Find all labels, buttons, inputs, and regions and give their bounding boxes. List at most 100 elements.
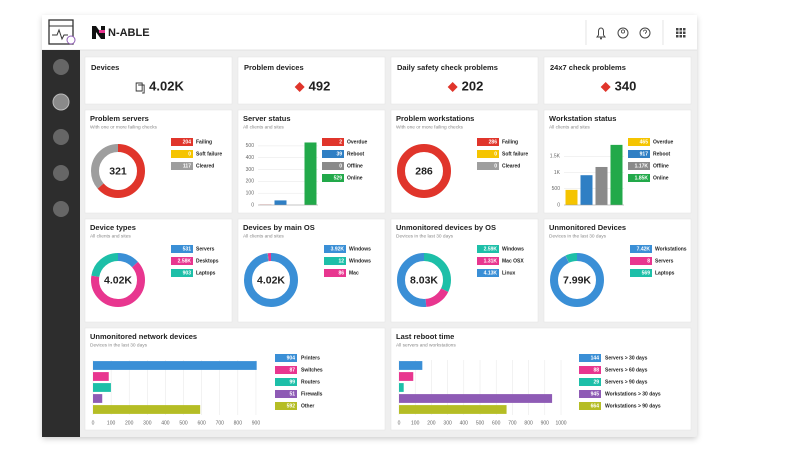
kpi-title: Problem devices <box>244 63 304 72</box>
donut-total: 8.03K <box>410 274 438 286</box>
card-title: Devices by main OS <box>243 223 315 232</box>
x-tick-label: 500 <box>476 420 485 426</box>
legend-value: 592 <box>287 404 296 410</box>
donut-total: 4.02K <box>257 274 285 286</box>
donut-total: 4.02K <box>104 274 132 286</box>
legend-label: Failing <box>502 140 518 146</box>
bar <box>595 166 608 205</box>
card-title: Problem workstations <box>396 114 474 123</box>
x-tick-label: 300 <box>143 420 152 426</box>
sidebar-nav <box>52 59 70 217</box>
alert-icon <box>447 82 458 92</box>
donut-segment <box>91 253 145 307</box>
legend-swatch <box>477 150 499 158</box>
bar <box>580 175 593 205</box>
legend-value: 144 <box>591 356 600 362</box>
legend-value: 2 <box>339 140 342 146</box>
donut-segment <box>91 144 145 198</box>
legend-swatch <box>322 162 344 170</box>
notifications-icon[interactable] <box>596 27 606 40</box>
y-tick-label: 300 <box>246 167 255 173</box>
bar <box>399 383 404 392</box>
legend-swatch <box>628 162 650 170</box>
legend-value: 117 <box>183 164 191 170</box>
legend-value: 531 <box>183 247 192 253</box>
legend-value: 1.31K <box>484 259 498 265</box>
legend-value: 8 <box>647 259 650 265</box>
x-tick-label: 700 <box>216 420 225 426</box>
legend-value: 99 <box>289 380 295 386</box>
legend-label: Reboot <box>347 152 365 158</box>
x-tick-label: 700 <box>508 420 517 426</box>
nav-item[interactable] <box>52 93 70 111</box>
bar <box>399 361 423 370</box>
bar <box>304 142 317 205</box>
alert-icon <box>600 82 611 92</box>
legend-value: 86 <box>338 271 344 277</box>
alert-icon <box>294 82 305 92</box>
x-tick-label: 0 <box>398 420 401 426</box>
card-subtitle: All clients and sites <box>243 124 284 130</box>
donut-segment <box>91 253 145 307</box>
legend-label: Mac OSX <box>502 259 524 265</box>
legend-value: 2.58K <box>178 259 192 265</box>
apps-dot <box>676 31 679 34</box>
legend-label: Desktops <box>196 259 219 265</box>
x-tick-label: 600 <box>492 420 501 426</box>
legend-value: 29 <box>593 380 599 386</box>
kpi-value: 4.02K <box>149 78 184 93</box>
donut-segment <box>550 253 604 307</box>
legend-label: Offline <box>653 164 669 170</box>
card <box>237 56 386 105</box>
legend-label: Servers > 90 days <box>605 380 648 386</box>
bar <box>399 372 414 381</box>
y-tick-label: 500 <box>552 186 561 192</box>
nav-item[interactable] <box>53 129 69 145</box>
legend-label: Laptops <box>655 271 675 277</box>
y-tick-label: 1.5K <box>550 154 561 160</box>
nav-item[interactable] <box>53 59 69 75</box>
legend-label: Printers <box>301 356 320 362</box>
legend-label: Workstations > 30 days <box>605 392 661 398</box>
apps-dot <box>676 28 679 31</box>
legend-swatch <box>171 138 193 146</box>
apps-icon[interactable] <box>676 28 686 38</box>
legend-label: Workstations > 90 days <box>605 404 661 410</box>
legend-value: 0 <box>188 152 191 158</box>
card-title: Workstation status <box>549 114 616 123</box>
legend-swatch <box>322 138 344 146</box>
legend-value: 569 <box>642 271 651 277</box>
y-tick-label: 200 <box>246 179 255 185</box>
legend-label: Servers <box>655 259 674 265</box>
card <box>84 56 233 105</box>
nav-item[interactable] <box>53 165 69 181</box>
card-subtitle: Devices in the last 30 days <box>549 233 607 239</box>
legend-label: Cleared <box>502 164 520 170</box>
legend-swatch <box>322 150 344 158</box>
legend-swatch <box>322 174 344 182</box>
legend-value: 1.17K <box>635 164 649 170</box>
bar <box>93 383 111 392</box>
legend-label: Failing <box>196 140 212 146</box>
legend-swatch <box>171 269 193 277</box>
legend-swatch <box>171 257 193 265</box>
x-tick-label: 100 <box>107 420 116 426</box>
legend-swatch <box>579 378 601 386</box>
y-tick-label: 400 <box>246 155 255 161</box>
user-icon[interactable] <box>617 27 629 39</box>
nav-item[interactable] <box>53 201 69 217</box>
help-icon[interactable] <box>639 27 651 39</box>
bar <box>93 361 257 370</box>
kpi-value: 202 <box>462 78 484 93</box>
logo[interactable]: N-ABLE <box>92 26 150 39</box>
card-subtitle: With one or more failing checks <box>396 124 464 130</box>
x-tick-label: 200 <box>125 420 134 426</box>
card-subtitle: Devices in the last 30 days <box>396 233 454 239</box>
donut-segment <box>397 144 451 198</box>
app-icon[interactable] <box>48 19 76 45</box>
y-tick-label: 100 <box>246 191 255 197</box>
legend-label: Windows <box>502 247 524 253</box>
legend-label: Overdue <box>653 140 674 146</box>
x-tick-label: 600 <box>197 420 206 426</box>
